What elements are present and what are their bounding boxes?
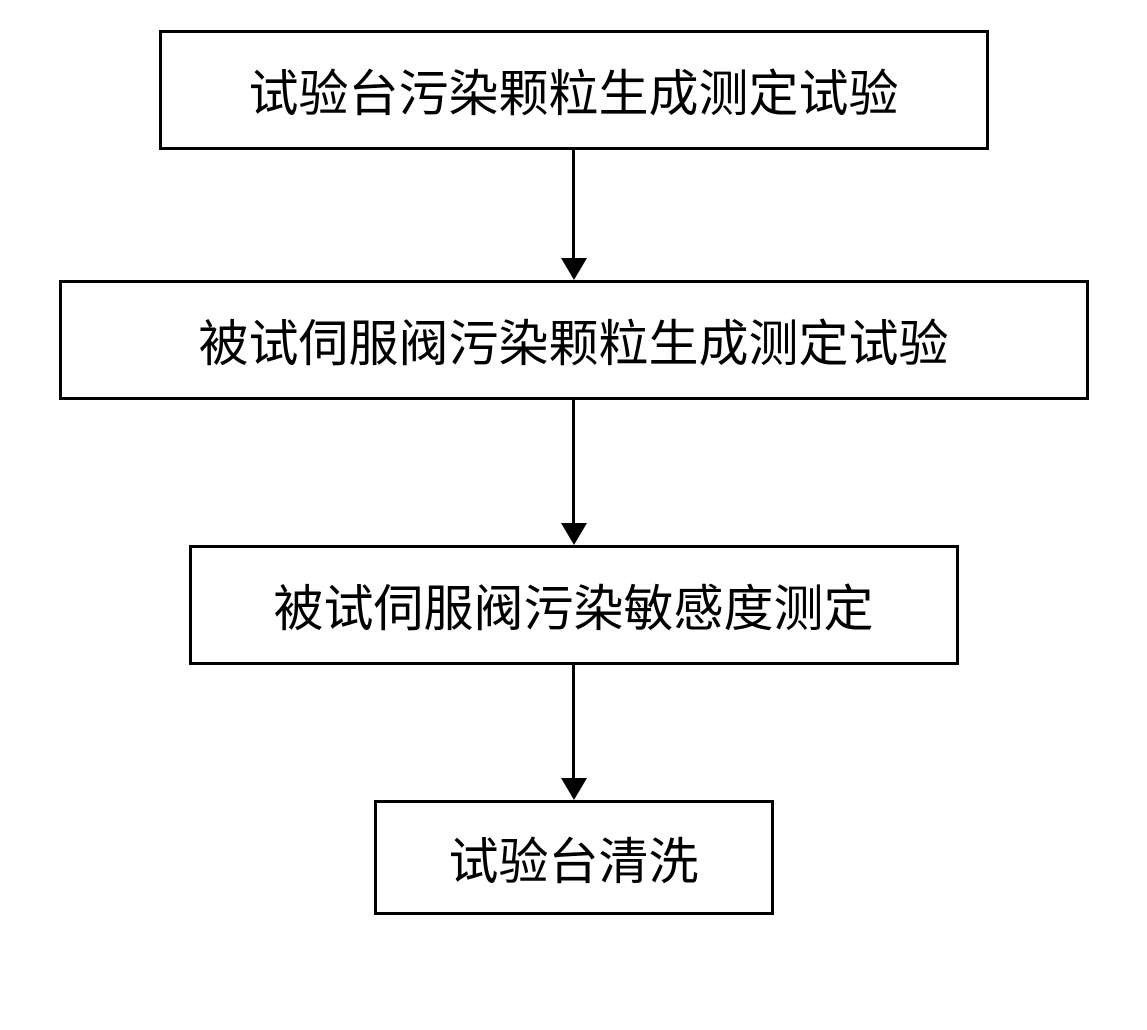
flowchart-arrow-3 bbox=[561, 665, 587, 800]
arrow-line bbox=[572, 665, 575, 778]
flowchart-step-4: 试验台清洗 bbox=[374, 800, 774, 915]
flowchart-step-4-label: 试验台清洗 bbox=[449, 822, 699, 894]
arrow-head-icon bbox=[561, 523, 587, 545]
flowchart-step-3: 被试伺服阀污染敏感度测定 bbox=[189, 545, 959, 665]
flowchart-step-2: 被试伺服阀污染颗粒生成测定试验 bbox=[59, 280, 1089, 400]
flowchart-step-1: 试验台污染颗粒生成测定试验 bbox=[159, 30, 989, 150]
flowchart-step-3-label: 被试伺服阀污染敏感度测定 bbox=[274, 569, 874, 641]
arrow-head-icon bbox=[561, 258, 587, 280]
flowchart-arrow-2 bbox=[561, 400, 587, 545]
flowchart-arrow-1 bbox=[561, 150, 587, 280]
flowchart-step-2-label: 被试伺服阀污染颗粒生成测定试验 bbox=[199, 304, 949, 376]
arrow-line bbox=[572, 150, 575, 258]
flowchart-step-1-label: 试验台污染颗粒生成测定试验 bbox=[249, 54, 899, 126]
arrow-line bbox=[572, 400, 575, 523]
arrow-head-icon bbox=[561, 778, 587, 800]
flowchart-container: 试验台污染颗粒生成测定试验 被试伺服阀污染颗粒生成测定试验 被试伺服阀污染敏感度… bbox=[59, 30, 1089, 915]
